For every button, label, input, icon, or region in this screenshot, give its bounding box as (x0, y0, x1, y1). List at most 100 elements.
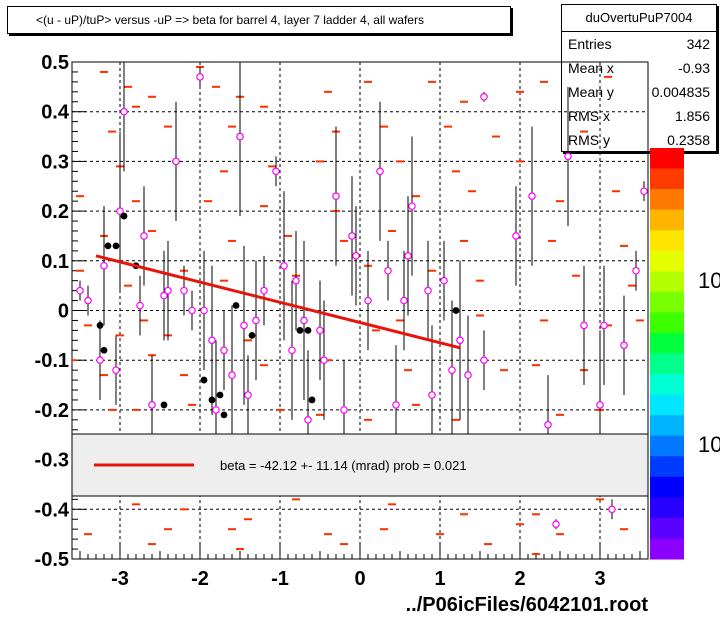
profile-point (252, 316, 260, 325)
marker-point (304, 326, 312, 334)
profile-point (304, 416, 312, 424)
marker-point (308, 396, 316, 404)
marker-point (296, 326, 304, 334)
profile-point (160, 291, 168, 300)
zaxis-label: 10 (698, 432, 720, 457)
marker-point (200, 376, 208, 384)
marker-point (216, 391, 224, 399)
stats-value: 342 (686, 36, 710, 52)
profile-point (424, 286, 432, 295)
palette-cell (650, 291, 684, 313)
profile-point (212, 406, 220, 414)
x-tick-label: -1 (271, 568, 289, 590)
y-tick-label: 0.4 (41, 102, 70, 124)
profile-point (632, 266, 640, 275)
palette-cell (650, 476, 684, 498)
palette-cell (650, 435, 684, 457)
profile-point (188, 306, 196, 315)
profile-point (320, 356, 328, 365)
profile-point (464, 371, 472, 379)
palette-cell (650, 538, 684, 560)
marker-point (104, 242, 112, 250)
y-tick-label: -0.4 (35, 499, 70, 521)
stats-value: 0.2358 (667, 132, 710, 148)
stats-row-entries: Entries 342 (562, 32, 716, 56)
palette-cell (650, 148, 684, 170)
profile-point (580, 321, 588, 330)
stats-value: 0.004835 (651, 84, 710, 100)
profile-point (84, 296, 92, 305)
profile-point (408, 202, 416, 210)
palette-cell (650, 189, 684, 211)
legend-label: beta = -42.12 +- 11.14 (mrad) prob = 0.0… (220, 458, 467, 473)
profile-point (300, 316, 308, 325)
marker-point (160, 401, 168, 409)
profile-point (596, 401, 604, 409)
profile-point (260, 286, 268, 295)
y-tick-label: 0.5 (41, 52, 69, 74)
marker-point (452, 307, 460, 314)
palette-cell (650, 168, 684, 190)
x-tick-label: -2 (191, 568, 209, 590)
marker-point (96, 322, 104, 329)
profile-point (240, 321, 248, 330)
profile-point (220, 346, 228, 355)
profile-point (200, 306, 208, 315)
profile-point (440, 276, 448, 285)
y-tick-label: 0.2 (41, 201, 69, 223)
profile-point (456, 336, 464, 345)
profile-point (180, 286, 188, 295)
x-axis-title: ../P06icFiles/6042101.root (405, 594, 648, 616)
x-tick-label: 1 (434, 568, 445, 590)
profile-point (76, 286, 84, 295)
profile-point (352, 252, 360, 260)
palette-cell (650, 456, 684, 478)
profile-point (120, 107, 128, 116)
palette-cell (650, 394, 684, 416)
profile-point (608, 505, 616, 514)
y-tick-label: -0.3 (35, 450, 69, 472)
x-tick-label: 0 (354, 568, 365, 590)
profile-point (348, 232, 356, 240)
y-tick-label: -0.2 (35, 400, 69, 422)
legend: beta = -42.12 +- 11.14 (mrad) prob = 0.0… (71, 433, 649, 497)
fit-line (95, 254, 461, 350)
profile-point (564, 152, 572, 161)
profile-point (620, 341, 628, 350)
profile-point (272, 167, 280, 176)
marker-point (112, 242, 120, 250)
marker-point (100, 346, 108, 354)
marker-point (248, 331, 256, 339)
y-tick-label: -0.1 (35, 350, 69, 372)
title-box: <(u - uP)/tuP> versus -uP => beta for ba… (7, 6, 511, 34)
marker-point (120, 212, 128, 220)
data-layer (72, 62, 648, 556)
palette-cell (650, 374, 684, 396)
profile-point (640, 187, 648, 196)
palette-cell (650, 517, 684, 539)
profile-point (364, 296, 372, 305)
palette-cell (650, 415, 684, 437)
marker-point (220, 411, 228, 419)
stats-key: Mean y (568, 84, 614, 100)
y-tick-label: -0.5 (35, 549, 69, 571)
zaxis-label: 10 (698, 268, 720, 293)
x-tick-label: 2 (514, 568, 525, 590)
profile-point (332, 192, 340, 200)
y-tick-label: 0.3 (41, 151, 69, 173)
x-tick-label: 3 (594, 568, 605, 590)
profile-point (148, 401, 156, 409)
profile-point (480, 356, 488, 365)
profile-point (376, 167, 384, 176)
profile-point (404, 252, 412, 260)
palette-cell (650, 353, 684, 375)
palette-cell (650, 209, 684, 231)
profile-point (384, 266, 392, 275)
profile-point (340, 406, 348, 414)
stats-row-mean-x: Mean x -0.93 (562, 56, 716, 80)
profile-point (480, 92, 488, 101)
stats-value: -0.93 (678, 60, 710, 76)
stats-value: 1.856 (674, 108, 710, 124)
profile-point (228, 371, 236, 379)
